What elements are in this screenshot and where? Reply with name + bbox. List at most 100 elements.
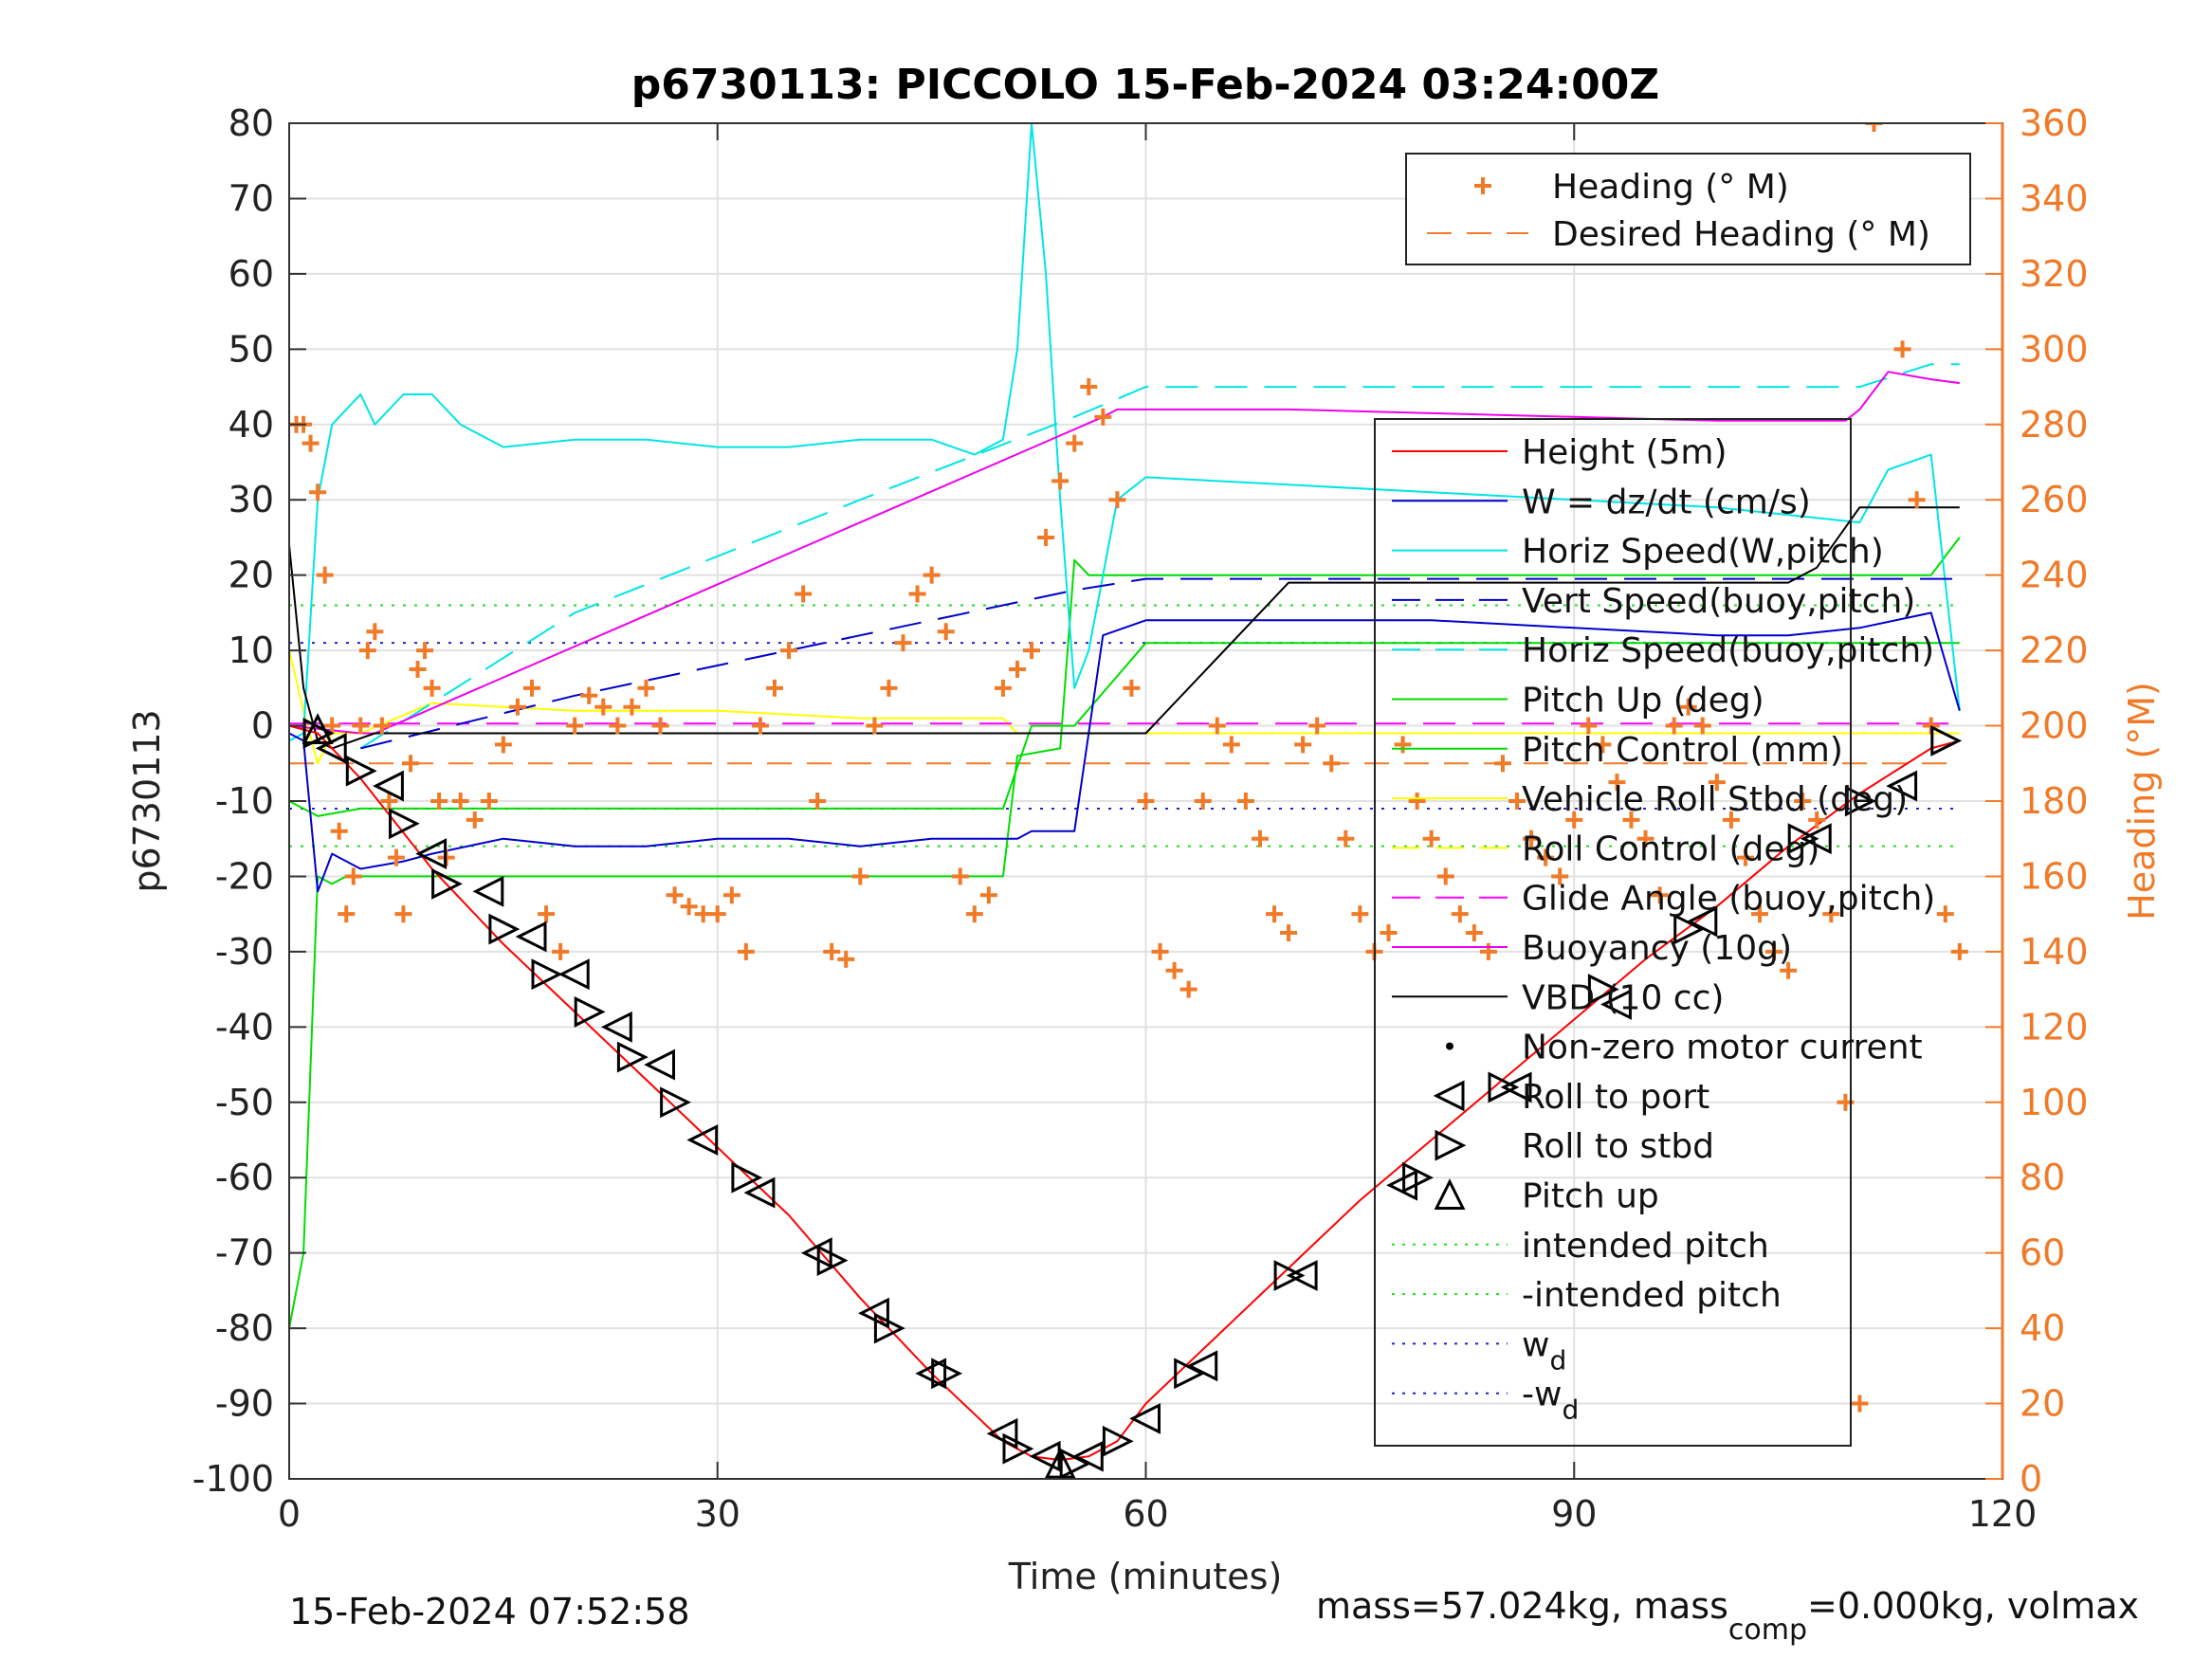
legend-label: wd [1522, 1325, 1566, 1376]
roll-stbd-marker [731, 1161, 763, 1194]
heading-point [1865, 123, 1883, 132]
y2-tick-label: 120 [2020, 1006, 2089, 1048]
legend-entry: Height (5m) [1392, 433, 1728, 472]
legend-label-main: intended pitch [1522, 1227, 1769, 1266]
heading-point [1280, 924, 1298, 942]
legend-label: Vert Speed(buoy,pitch) [1522, 582, 1915, 621]
heading-point [344, 867, 362, 885]
series-pitch-control [289, 642, 1960, 817]
heading-point [1822, 905, 1840, 923]
y2-tick-label: 180 [2020, 780, 2089, 822]
legend-label-main: Roll Control (deg) [1522, 830, 1819, 868]
heading-point [951, 867, 969, 885]
legend-heading-marker [1474, 177, 1491, 194]
heading-point [1337, 830, 1355, 848]
legend-label-main: VBD (10 cc) [1522, 978, 1724, 1017]
heading-point [880, 679, 898, 697]
legend-label-main: Roll to stbd [1522, 1127, 1714, 1166]
heading-point [609, 717, 627, 735]
y-tick-label: -50 [215, 1082, 274, 1123]
heading-point [566, 717, 584, 735]
y-tick-label: -20 [215, 855, 274, 897]
heading-point [894, 634, 912, 652]
heading-point [1851, 1395, 1869, 1413]
legend-main: Height (5m) W = dz/dt (cm/s) Horiz Speed(W… [1374, 418, 1935, 1447]
legend-label-main: Glide Angle (buoy,pitch) [1522, 880, 1935, 919]
heading-point [358, 642, 376, 660]
roll-stbd-marker [1002, 1432, 1034, 1465]
roll-port-marker [472, 875, 504, 907]
heading-point [965, 905, 983, 923]
roll-stbd-marker [574, 995, 606, 1028]
legend-heading-label: Heading (° M) [1552, 168, 1789, 207]
heading-point [751, 717, 769, 735]
heading-point [338, 905, 356, 923]
legend-label-main: Horiz Speed(W,pitch) [1522, 533, 1884, 572]
roll-stbd-marker [1273, 1260, 1306, 1291]
heading-point [373, 717, 391, 735]
heading-point [387, 848, 405, 866]
heading-point [979, 886, 997, 904]
heading-point [908, 585, 926, 603]
heading-point [380, 793, 398, 810]
legend-heading-label: Desired Heading (° M) [1552, 215, 1930, 254]
roll-stbd-marker [816, 1245, 849, 1277]
heading-point [680, 898, 698, 916]
heading-point [1950, 942, 1968, 960]
legend-swatch [1433, 1080, 1465, 1112]
roll-stbd-marker [1587, 974, 1619, 1006]
y2-axis-label: Heading (°M) [2121, 682, 2163, 921]
legend-label-main: w [1522, 1325, 1549, 1364]
y-tick-label: 30 [229, 479, 274, 520]
heading-point [1665, 717, 1683, 735]
heading-point [423, 679, 441, 697]
y-tick-label: 60 [229, 253, 274, 295]
legend-entry: -wd [1392, 1376, 1579, 1426]
heading-point [1765, 942, 1783, 960]
heading-point [1537, 848, 1555, 866]
legend-label: -wd [1522, 1376, 1579, 1426]
heading-point [1066, 434, 1084, 452]
heading-point [1565, 811, 1583, 829]
heading-point [451, 793, 469, 810]
heading-point [1394, 736, 1412, 754]
roll-stbd-marker [660, 1086, 691, 1119]
y2-tick-label: 340 [2020, 177, 2089, 219]
legend-label-main: Pitch up [1522, 1177, 1659, 1216]
y-tick-label: -90 [215, 1383, 274, 1425]
x-tick-label: 120 [1968, 1493, 2038, 1535]
heading-point [923, 566, 941, 584]
roll-port-marker [373, 770, 404, 802]
roll-port-marker [600, 1011, 632, 1043]
heading-point [1693, 717, 1711, 735]
y2-tick-label: 260 [2020, 479, 2089, 520]
legend-label: Pitch Up (deg) [1522, 682, 1764, 720]
heading-point [522, 679, 540, 697]
y-tick-label: -30 [215, 931, 274, 973]
heading-point [780, 642, 798, 660]
legend-label: W = dz/dt (cm/s) [1522, 483, 1811, 521]
y-tick-label: 70 [229, 177, 274, 219]
x-axis-label: Time (minutes) [1008, 1556, 1283, 1597]
legend-label-main: Buoyancy (10g) [1522, 929, 1792, 968]
heading-point [994, 679, 1012, 697]
heading-point [1137, 793, 1155, 810]
heading-point [651, 717, 669, 735]
legend-entry: Roll to stbd [1435, 1127, 1714, 1166]
legend-swatch [1434, 1178, 1466, 1210]
heading-point [1422, 830, 1440, 848]
roll-stbd-marker [1402, 1161, 1434, 1194]
heading-point [1408, 793, 1426, 810]
legend-entry: W = dz/dt (cm/s) [1392, 483, 1811, 521]
legend-label-main: Horiz Speed(buoy,pitch) [1522, 631, 1934, 670]
heading-point [323, 717, 341, 735]
heading-point [1651, 886, 1669, 904]
roll-stbd-marker [345, 755, 377, 787]
series-pitch-up [289, 537, 1961, 1329]
heading-point [394, 905, 412, 923]
heading-point [1580, 717, 1598, 735]
legend-label-main: Roll to port [1522, 1078, 1709, 1117]
heading-point [1037, 528, 1055, 546]
heading-point [1179, 980, 1197, 998]
